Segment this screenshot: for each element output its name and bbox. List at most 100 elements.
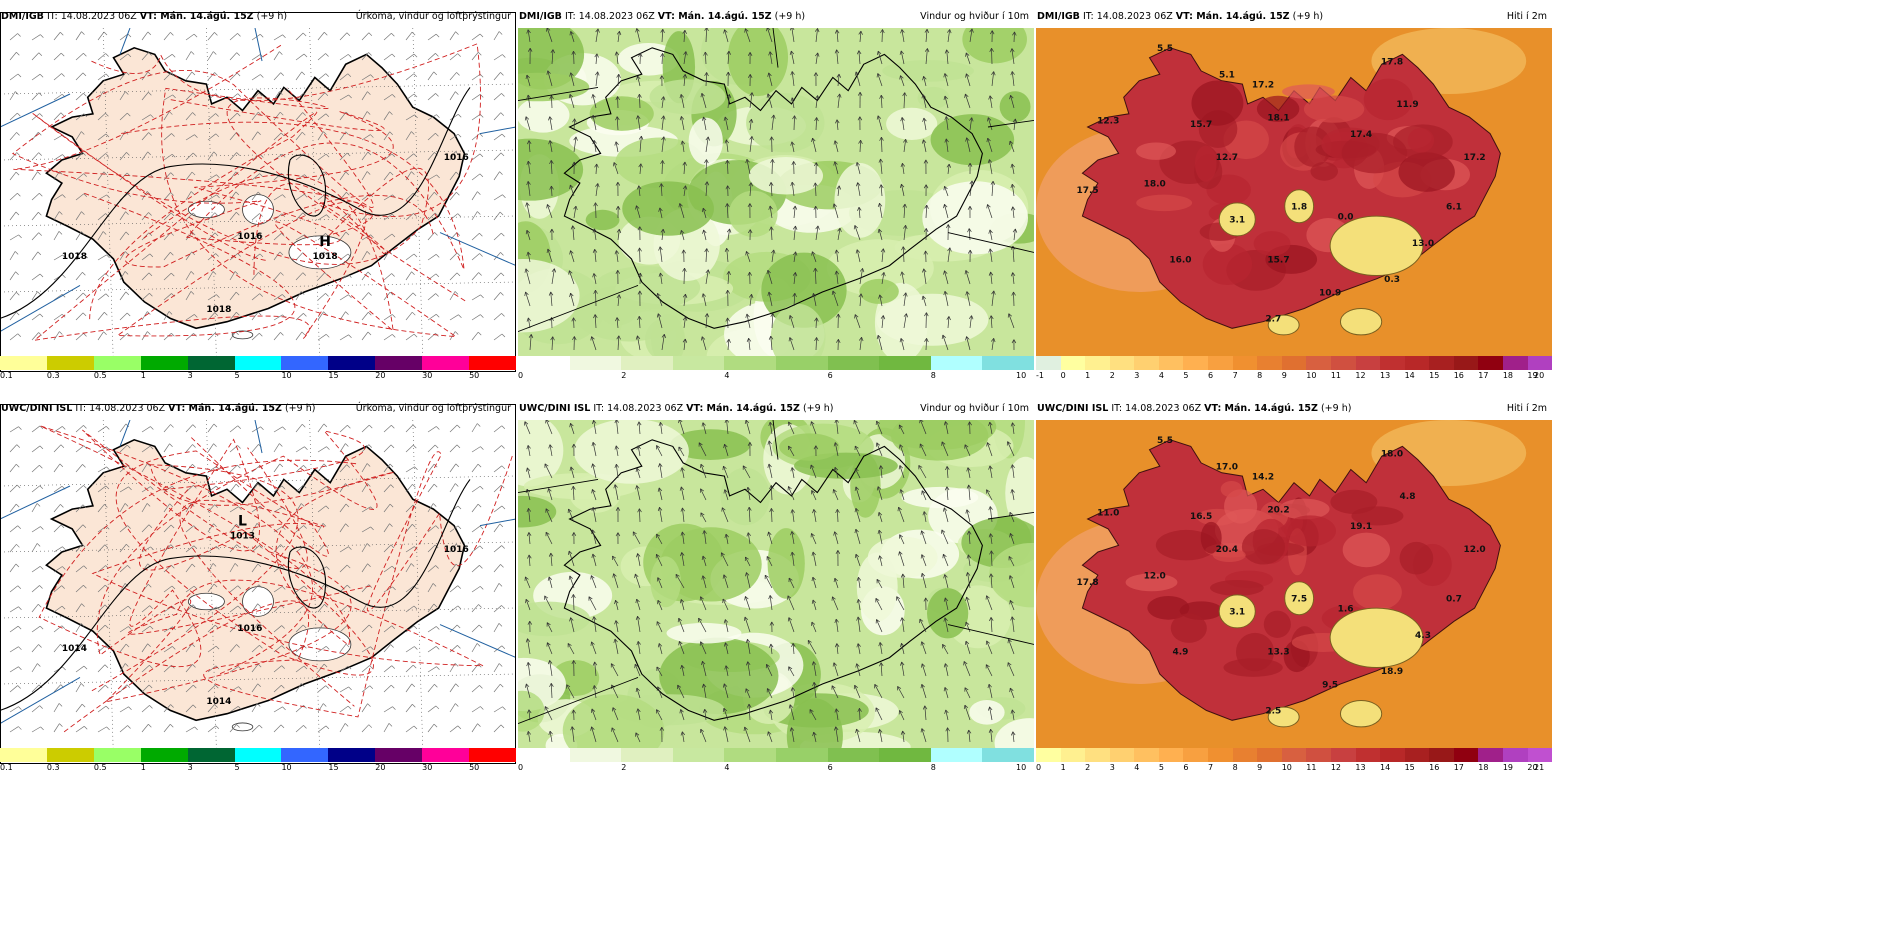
- wind-arrowhead: [744, 616, 749, 620]
- color-scale-swatch: [621, 356, 673, 370]
- wind-barb: [163, 72, 172, 81]
- wind-arrowhead: [662, 53, 665, 58]
- wind-arrowhead: [591, 708, 596, 712]
- wind-barb-flag: [213, 423, 218, 428]
- wind-arrowhead: [969, 249, 973, 254]
- wind-arrow: [551, 336, 554, 351]
- wind-arrowhead: [613, 638, 616, 643]
- wind-barb: [97, 113, 106, 121]
- wind-arrow: [858, 599, 861, 611]
- wind-barb-flag: [38, 232, 42, 236]
- wind-arrow: [813, 293, 817, 307]
- wind-barb-flag: [368, 424, 373, 429]
- wind-arrow: [832, 596, 839, 611]
- wind-barb: [251, 54, 261, 61]
- wind-barb: [207, 113, 216, 121]
- temperature-patch: [1194, 145, 1217, 182]
- wind-arrowhead: [728, 338, 731, 343]
- wind-barb: [449, 232, 458, 241]
- color-scale-tick-label: 2: [621, 371, 627, 380]
- wind-arrowhead: [1013, 339, 1017, 344]
- color-scale-swatch: [375, 356, 423, 370]
- wind-barb: [427, 71, 435, 81]
- wind-arrowhead: [902, 573, 906, 578]
- wind-arrowhead: [616, 229, 620, 233]
- wind-barb: [295, 194, 305, 201]
- wind-barb: [53, 605, 63, 613]
- wind-arrow: [901, 643, 905, 655]
- wind-barb-flag: [435, 53, 439, 57]
- wind-arrow: [701, 93, 707, 109]
- wind-arrowhead: [792, 28, 795, 30]
- wind-arrowhead: [883, 248, 886, 253]
- wind-arrowhead: [574, 118, 577, 123]
- wind-arrowhead: [771, 508, 774, 512]
- forecast-map[interactable]: 5.517.014.218.011.0 16.520.24.819.120.4 12…: [1036, 420, 1552, 750]
- wind-barb: [295, 71, 303, 81]
- wind-barb-flag: [435, 93, 439, 97]
- wind-arrowhead: [706, 28, 709, 32]
- wind-barb-flag: [190, 291, 195, 295]
- wind-arrow: [921, 663, 927, 677]
- wind-barb-flag: [413, 93, 418, 98]
- wind-arrow: [637, 115, 641, 131]
- wind-barb-flag: [104, 604, 109, 609]
- wind-arrowhead: [768, 595, 771, 600]
- wind-barb-flag: [106, 726, 110, 731]
- wind-arrowhead: [945, 466, 948, 471]
- wind-barb-flag: [303, 313, 307, 317]
- wind-barb-flag: [39, 464, 43, 469]
- wind-arrowhead: [745, 639, 748, 644]
- temperature-value-label: 5.5: [1157, 436, 1173, 446]
- wind-barb: [119, 33, 129, 41]
- temperature-contour: [11, 69, 434, 268]
- wind-barb: [141, 114, 151, 121]
- temperature-value-label: 14.2: [1252, 472, 1274, 482]
- wind-arrowhead: [745, 159, 748, 164]
- wind-arrow: [944, 95, 949, 109]
- wind-arrowhead: [771, 114, 775, 119]
- wind-arrow: [546, 204, 553, 219]
- wind-arrowhead: [966, 336, 970, 340]
- wind-arrowhead: [700, 463, 705, 467]
- wind-arrowhead: [698, 442, 703, 446]
- wind-barb: [383, 94, 393, 101]
- wind-barb: [317, 463, 325, 473]
- wind-arrowhead: [658, 246, 661, 251]
- wind-barb: [229, 724, 237, 733]
- wind-barb-flag: [455, 151, 459, 155]
- wind-barb: [273, 132, 282, 141]
- wind-arrowhead: [990, 271, 994, 276]
- wind-barb: [339, 605, 348, 613]
- wind-arrowhead: [528, 317, 532, 322]
- wind-arrow: [965, 52, 971, 65]
- wind-arrowhead: [967, 467, 971, 471]
- forecast-map[interactable]: 5.55.117.217.812.3 15.718.111.917.412.7 17…: [1036, 28, 1552, 358]
- wind-arrowhead: [920, 420, 924, 423]
- forecast-map[interactable]: [518, 420, 1034, 750]
- wind-arrow: [544, 706, 553, 721]
- wind-barb: [449, 444, 458, 453]
- forecast-map[interactable]: [518, 28, 1034, 358]
- wind-arrowhead: [596, 53, 599, 58]
- wind-barb-flag: [455, 91, 459, 95]
- wind-arrow: [570, 617, 575, 633]
- wind-barb: [471, 545, 481, 553]
- wind-arrowhead: [965, 73, 967, 78]
- wind-arrowhead: [944, 95, 948, 100]
- wind-arrow: [900, 489, 905, 501]
- wind-arrow: [836, 119, 839, 131]
- wind-barb-flag: [80, 683, 85, 687]
- wind-barb: [119, 112, 128, 121]
- wind-arrowhead: [967, 249, 971, 254]
- wind-arrowhead: [944, 116, 947, 121]
- wind-arrowhead: [638, 421, 642, 426]
- wind-barb-flag: [15, 171, 20, 176]
- color-scale-swatch: [1109, 748, 1135, 762]
- wind-barb-flag: [455, 543, 460, 548]
- wind-arrowhead: [706, 313, 710, 318]
- wind-arrowhead: [875, 707, 880, 711]
- wind-barb: [471, 503, 479, 513]
